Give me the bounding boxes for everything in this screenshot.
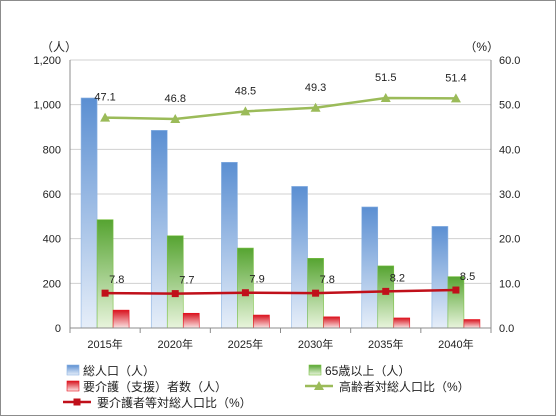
line-series-path xyxy=(105,96,456,121)
legend-swatch xyxy=(66,380,80,392)
bar xyxy=(291,186,308,329)
y-left-tick-label: 200 xyxy=(43,278,61,290)
legend: 総人口（人） 65歳以上（人） 要介護（支援）者数（人） 高齢者対総人口比（%） 要介護… xyxy=(63,364,470,410)
bar xyxy=(112,309,130,329)
bar xyxy=(323,316,340,329)
line-series xyxy=(100,92,461,298)
line-marker-square xyxy=(101,289,109,297)
y-left-tick-label: 1,000 xyxy=(33,100,61,112)
y-right-tick-label: 50.0 xyxy=(499,100,520,112)
line-marker-triangle xyxy=(450,93,461,103)
y-right-tick-label: 10.0 xyxy=(499,278,520,290)
legend-swatch xyxy=(66,364,80,376)
data-label: 7.8 xyxy=(109,274,124,286)
bar xyxy=(182,312,200,329)
data-label: 7.9 xyxy=(249,274,264,286)
x-tick-label: 2040年 xyxy=(438,337,473,351)
legend-label: 要介護者等対総人口比（%） xyxy=(97,395,252,410)
bar xyxy=(150,130,168,329)
line-marker-triangle xyxy=(310,102,321,112)
data-label: 47.1 xyxy=(94,92,115,104)
y-left-tick-label: 1,200 xyxy=(33,55,61,67)
data-label: 48.5 xyxy=(235,85,256,97)
line-marker-triangle xyxy=(380,92,391,102)
y-left-tick-label: 400 xyxy=(43,234,61,246)
line-marker-triangle xyxy=(100,112,111,122)
y-left-tick-label: 600 xyxy=(43,189,61,201)
legend-label: 高齢者対総人口比（%） xyxy=(339,379,470,394)
legend-swatch xyxy=(308,364,322,376)
data-label: 46.8 xyxy=(165,93,186,105)
y-right-tick-label: 0.0 xyxy=(499,323,514,335)
data-label: 51.4 xyxy=(445,72,466,84)
y-right-tick-label: 40.0 xyxy=(499,144,520,156)
legend-label: 総人口（人） xyxy=(83,364,155,378)
x-tick-label: 2030年 xyxy=(298,337,333,351)
bar xyxy=(221,161,238,329)
y-right-tick-label: 30.0 xyxy=(499,189,520,201)
legend-marker-triangle xyxy=(314,381,324,390)
data-label: 7.7 xyxy=(179,275,194,287)
data-labels: 47.1 46.8 48.5 49.3 51.5 51.4 7.8 7.7 7.9 7.8 8.2 8… xyxy=(94,72,475,287)
bar xyxy=(361,206,379,329)
x-tick-label: 2015年 xyxy=(87,337,122,351)
legend-marker-square xyxy=(73,398,81,406)
y-right-tick-label: 20.0 xyxy=(499,234,520,246)
data-label: 51.5 xyxy=(375,72,396,84)
x-tick-label: 2035年 xyxy=(368,337,403,351)
bar xyxy=(447,276,465,329)
bar xyxy=(237,247,254,329)
line-marker-square xyxy=(171,290,179,298)
x-tick-label: 2025年 xyxy=(228,337,263,351)
bar xyxy=(253,314,270,329)
data-label: 49.3 xyxy=(305,82,326,94)
line-marker-square xyxy=(241,289,249,297)
bar xyxy=(431,226,449,329)
bar xyxy=(393,317,411,329)
bar xyxy=(463,319,481,329)
y-right-tick-label: 60.0 xyxy=(499,55,520,67)
axes: 0 0.0 200 10.0 400 20.0 600 30.0 800 40.0 1,000 50.… xyxy=(33,40,520,351)
y-right-unit: （%） xyxy=(464,40,499,54)
y-left-unit: （人） xyxy=(41,40,77,54)
data-label: 8.2 xyxy=(390,272,405,284)
line-marker-square xyxy=(312,289,320,297)
line-marker-square xyxy=(382,287,390,295)
legend-label: 65歳以上（人） xyxy=(325,364,410,378)
y-left-tick-label: 0 xyxy=(55,323,61,335)
line-marker-triangle xyxy=(170,113,181,123)
data-label: 7.8 xyxy=(320,274,335,286)
x-tick-label: 2020年 xyxy=(158,337,193,351)
gridlines xyxy=(70,59,491,284)
line-series-path xyxy=(105,288,456,295)
line-marker-square xyxy=(452,286,460,294)
legend-label: 要介護（支援）者数（人） xyxy=(83,379,227,394)
data-label: 8.5 xyxy=(460,271,475,283)
y-left-tick-label: 800 xyxy=(43,144,61,156)
line-marker-triangle xyxy=(240,106,251,116)
bar xyxy=(80,97,98,329)
